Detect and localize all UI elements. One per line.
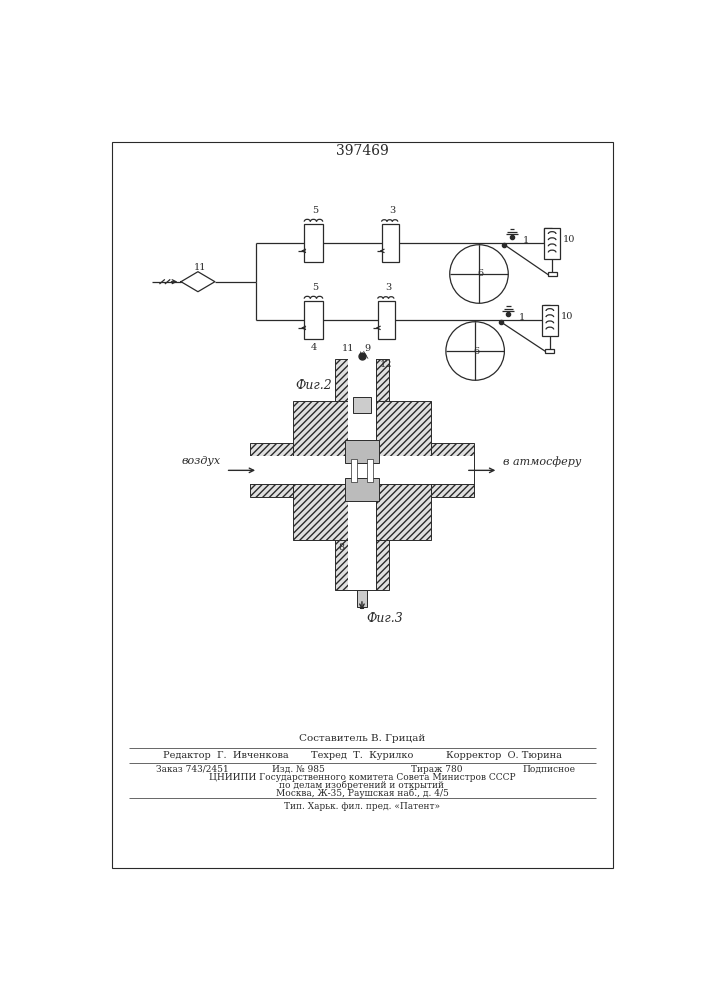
Text: Подписное: Подписное [522,765,575,774]
Bar [304,301,322,339]
Bar [304,224,322,262]
Text: Фиг.3: Фиг.3 [367,612,404,625]
Text: Корректор  О. Тюрина: Корректор О. Тюрина [445,751,561,760]
Text: 3: 3 [385,283,391,292]
Bar [547,272,557,276]
Text: 5: 5 [312,283,318,292]
Text: 10: 10 [561,312,573,321]
Text: Тип. Харьк. фил. пред. «Патент»: Тип. Харьк. фил. пред. «Патент» [284,802,440,811]
Bar [345,478,379,501]
Text: 4: 4 [310,343,317,352]
Bar [382,224,399,262]
Text: Редактор  Г.  Ивченкова: Редактор Г. Ивченкова [163,751,289,760]
Text: 5: 5 [312,206,318,215]
Text: 9: 9 [364,344,370,353]
Bar [542,305,558,336]
Bar [250,443,293,497]
Bar [545,349,554,353]
Text: 397469: 397469 [336,144,388,158]
Bar [431,443,474,497]
Text: ЦНИИПИ Государственного комитета Совета Министров СССР: ЦНИИПИ Государственного комитета Совета … [209,773,515,782]
Bar [366,459,373,482]
Text: 3: 3 [389,206,395,215]
Bar [345,440,379,463]
Bar [250,456,474,484]
Text: 8: 8 [338,543,344,552]
Bar [293,401,431,540]
Bar [351,459,357,482]
Text: воздух: воздух [182,456,221,466]
Text: Фиг.2: Фиг.2 [295,379,332,392]
Text: 11: 11 [194,263,206,272]
Text: 10: 10 [563,235,575,244]
Text: 6: 6 [474,347,480,356]
Text: 1: 1 [523,236,529,245]
Text: Заказ 743/2451: Заказ 743/2451 [156,765,228,774]
Text: 1: 1 [519,313,525,322]
Bar [353,397,371,413]
Text: Москва, Ж-35, Раушская наб., д. 4/5: Москва, Ж-35, Раушская наб., д. 4/5 [276,788,448,798]
Text: по делам изобретений и открытий: по делам изобретений и открытий [279,781,445,790]
Text: 11: 11 [341,344,354,353]
Bar [544,228,560,259]
Bar [378,301,395,339]
Text: Составитель В. Грицай: Составитель В. Грицай [299,734,425,743]
Bar [357,590,366,607]
Bar [348,359,376,590]
Bar [335,359,389,401]
Text: Техред  Т.  Курилко: Техред Т. Курилко [311,751,413,760]
Text: 6: 6 [477,269,484,278]
Bar [335,540,389,590]
Text: Изд. № 985: Изд. № 985 [271,765,325,774]
Text: Тираж 780: Тираж 780 [411,765,462,774]
Text: в атмосферу: в атмосферу [503,456,581,467]
Text: 12: 12 [380,360,392,369]
